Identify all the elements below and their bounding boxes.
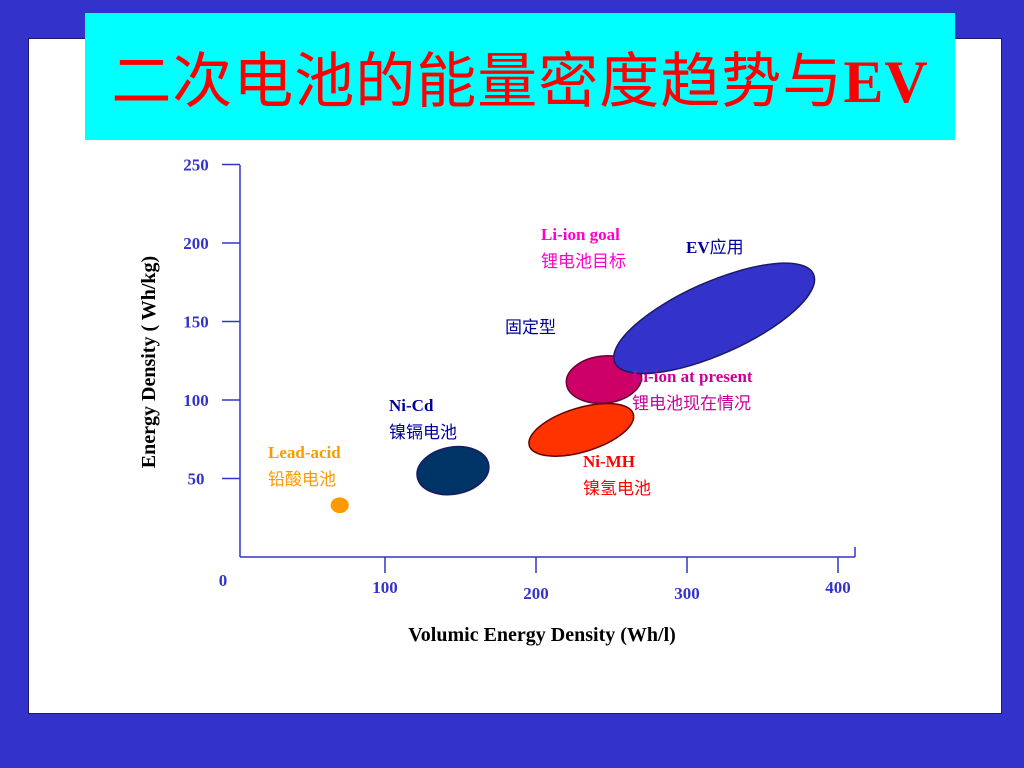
label-ni-mh-cn: 镍氢电池: [583, 479, 651, 499]
slide-panel: [28, 38, 1002, 714]
slide-title: 二次电池的能量密度趋势与EV: [111, 33, 928, 120]
region-ni-mh: [528, 402, 635, 457]
y-tick-label: 150: [183, 313, 209, 332]
label-li-ion-present-cn: 锂电池现在情况: [632, 394, 751, 414]
battery-regions: [330, 262, 816, 514]
slide-title-latin: EV: [843, 49, 929, 115]
label-ni-cd-cn: 镍镉电池: [389, 423, 457, 443]
x-axis-title: Volumic Energy Density (Wh/l): [408, 624, 676, 646]
region-ni-cd: [416, 445, 490, 496]
axis-ticks: [222, 163, 856, 573]
y-tick-label: 50: [188, 470, 205, 489]
label-li-ion-goal-en: Li-ion goal: [541, 225, 620, 244]
y-tick-label: 200: [183, 234, 209, 253]
x-tick-label: 300: [674, 584, 700, 603]
label-ni-cd-en: Ni-Cd: [389, 396, 434, 415]
label-ev-use: EV应用: [686, 238, 744, 258]
label-li-ion-present-en: Li-ion at present: [632, 367, 753, 386]
label-li-ion-goal-cn: 锂电池目标: [541, 252, 626, 272]
axis-tick-labels: 50 100 150 200 250 100 200 300 400: [183, 156, 851, 604]
title-box: 二次电池的能量密度趋势与EV: [85, 13, 955, 140]
label-ev-use-cn: 应用: [710, 238, 744, 258]
label-stationary: 固定型: [505, 318, 556, 338]
x-tick-label: 100: [372, 578, 398, 597]
label-ni-mh-en: Ni-MH: [583, 452, 635, 471]
x-tick-label: 200: [523, 584, 549, 603]
region-li-ion-goal: [613, 262, 816, 375]
slide-title-cjk: 二次电池的能量密度趋势与: [111, 47, 844, 117]
x-tick-label: 400: [825, 578, 851, 597]
y-axis-title: Energy Density ( Wh/kg): [138, 256, 160, 468]
region-lead-acid: [330, 497, 349, 514]
label-lead-acid-en: Lead-acid: [268, 443, 341, 462]
label-lead-acid-cn: 铅酸电池: [268, 470, 336, 490]
y-tick-label: 250: [183, 156, 209, 175]
y-tick-label: 100: [183, 391, 209, 410]
label-ev-use-en: EV: [686, 238, 710, 257]
origin-label: 0: [219, 571, 228, 590]
